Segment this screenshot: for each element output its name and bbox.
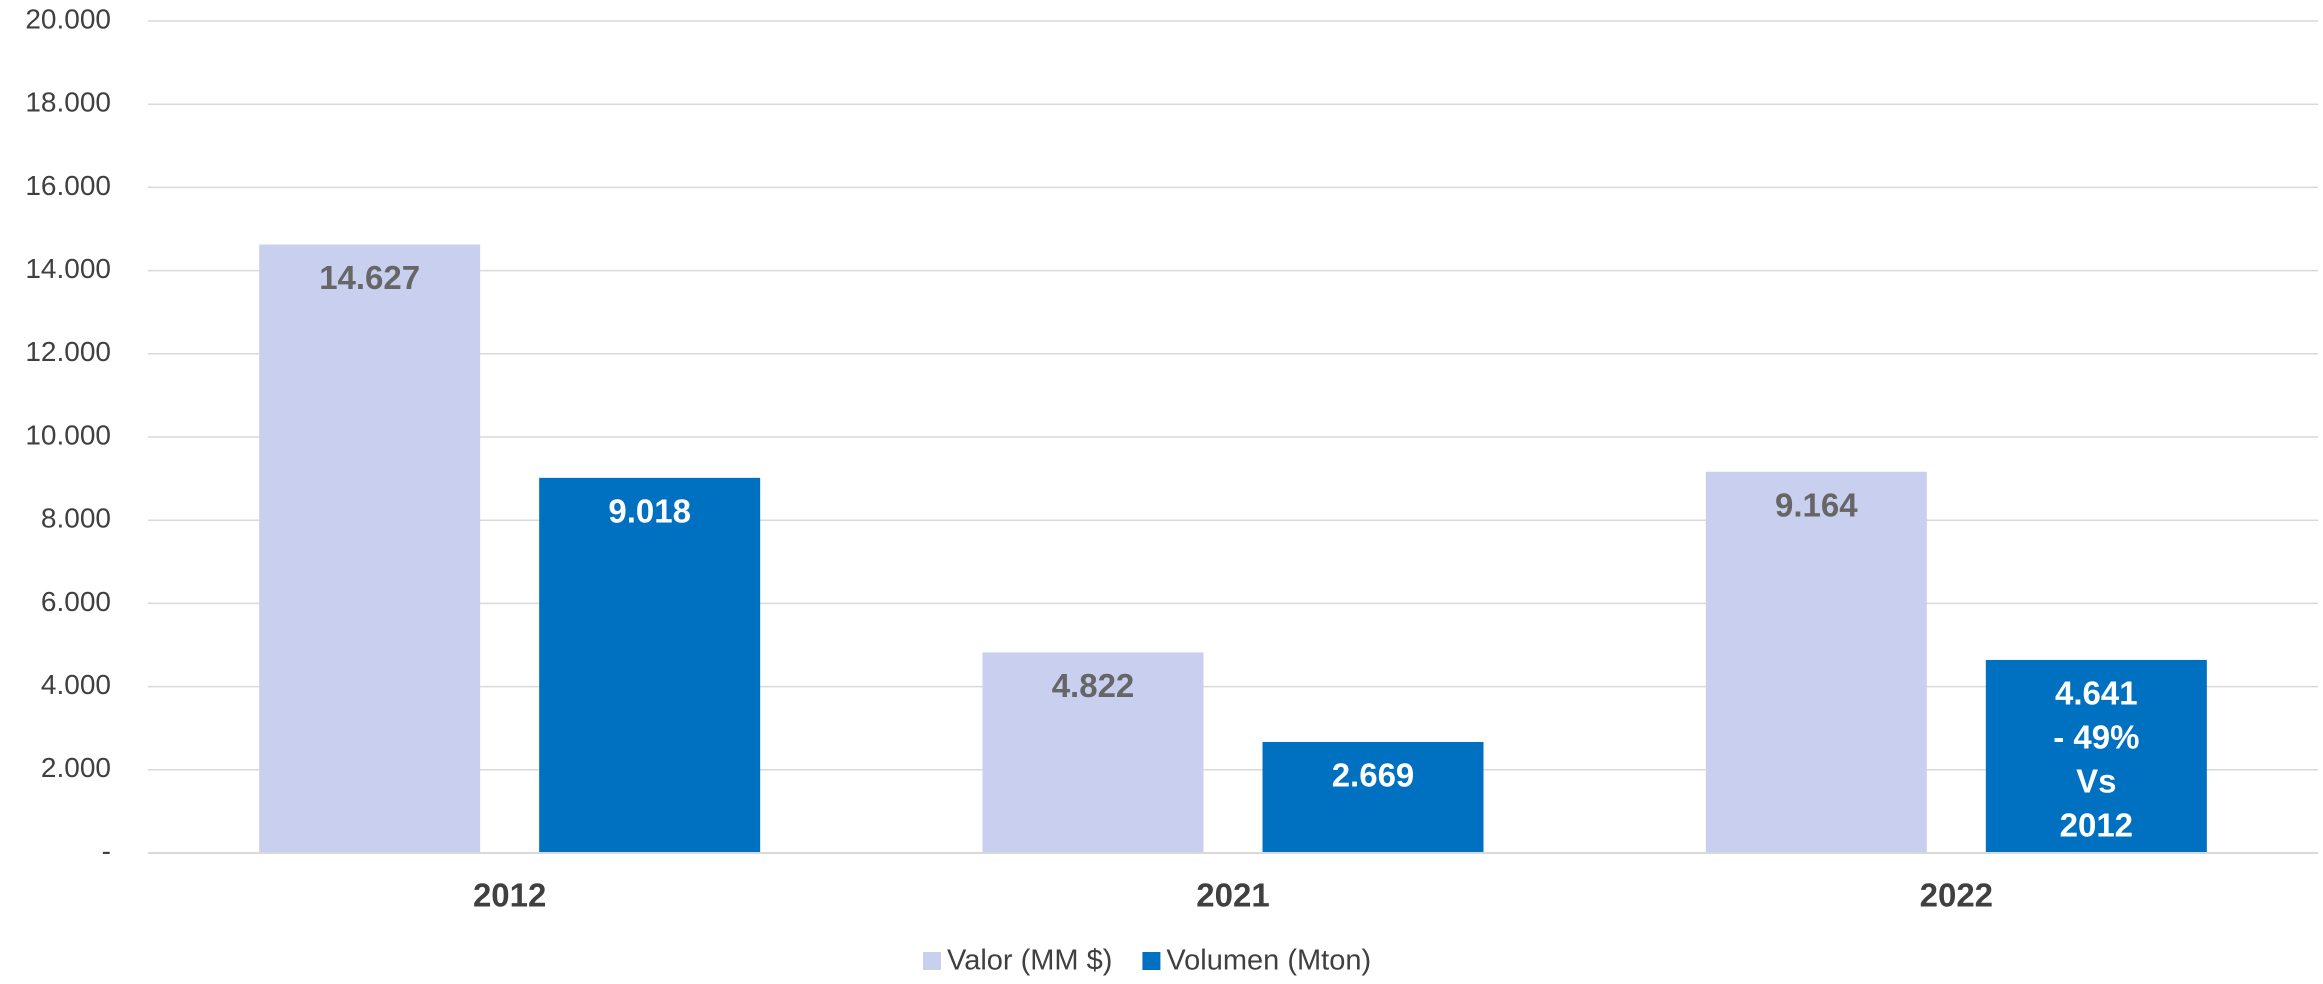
y-tick-label: 14.000 <box>25 253 111 284</box>
bar <box>539 477 761 853</box>
legend-swatch <box>923 952 941 970</box>
value-label: 9.018 <box>608 493 691 530</box>
bar <box>259 244 481 854</box>
legend-swatch <box>1142 952 1161 970</box>
y-tick-label: 8.000 <box>41 503 111 534</box>
legend-label: Valor (MM $) <box>947 945 1112 977</box>
y-tick-label: 4.000 <box>41 669 111 700</box>
y-tick-label: 12.000 <box>25 336 111 367</box>
y-tick-label: - <box>102 835 111 866</box>
bar <box>982 652 1204 853</box>
y-tick-label: 18.000 <box>25 87 111 118</box>
bar <box>1262 741 1484 853</box>
value-label: 9.164 <box>1775 486 1858 523</box>
x-tick-label: 2022 <box>1920 877 1993 914</box>
bar <box>1705 471 1927 853</box>
annotation: Vs <box>2076 763 2116 800</box>
y-tick-label: 2.000 <box>41 752 111 783</box>
y-tick-label: 16.000 <box>25 170 111 201</box>
value-label: 2.669 <box>1332 757 1415 794</box>
bar <box>1985 659 2207 853</box>
y-tick-label: 6.000 <box>41 586 111 617</box>
y-tick-label: 10.000 <box>25 419 111 450</box>
value-label: 4.822 <box>1052 667 1135 704</box>
x-tick-label: 2012 <box>473 877 546 914</box>
value-label: 14.627 <box>319 259 420 296</box>
annotation: 2012 <box>2060 807 2133 844</box>
value-label: 4.641 <box>2055 675 2138 712</box>
annotation: - 49% <box>2053 719 2139 756</box>
y-tick-label: 20.000 <box>25 3 111 34</box>
x-tick-label: 2021 <box>1196 877 1269 914</box>
legend-label: Volumen (Mton) <box>1166 945 1371 977</box>
